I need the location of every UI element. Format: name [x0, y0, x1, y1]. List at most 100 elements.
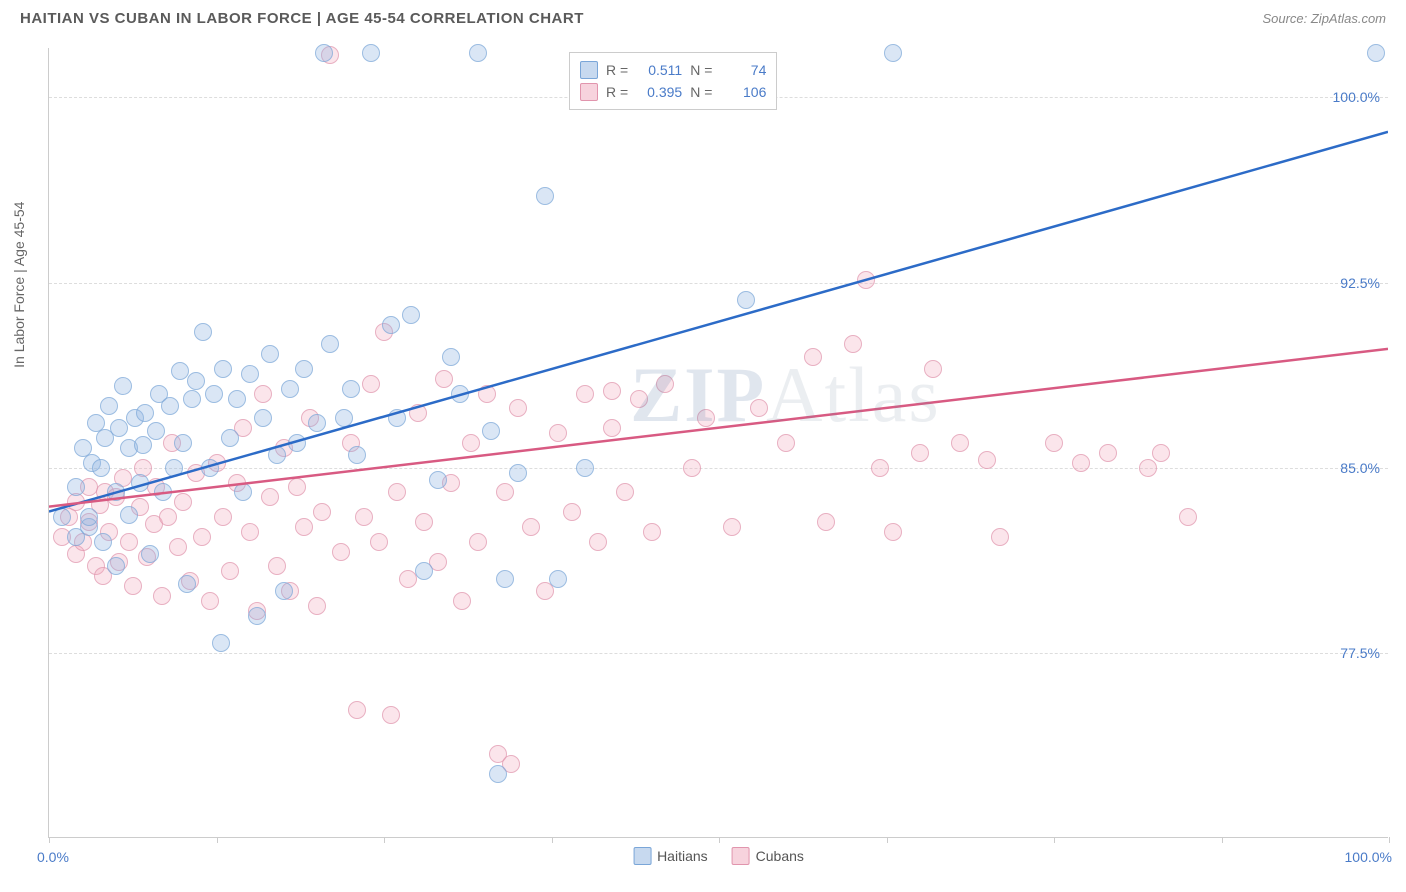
x-tick [1389, 837, 1390, 843]
data-point [777, 434, 795, 452]
r-value-haitians: 0.511 [636, 59, 682, 81]
data-point [187, 372, 205, 390]
data-point [1139, 459, 1157, 477]
legend-swatch-cubans-icon [732, 847, 750, 865]
data-point [435, 370, 453, 388]
data-point [415, 513, 433, 531]
data-point [221, 429, 239, 447]
n-label: N = [690, 59, 712, 81]
data-point [478, 385, 496, 403]
data-point [1179, 508, 1197, 526]
data-point [94, 533, 112, 551]
data-point [100, 397, 118, 415]
data-point [603, 382, 621, 400]
data-point [178, 575, 196, 593]
data-point [469, 44, 487, 62]
data-point [120, 506, 138, 524]
data-point [482, 422, 500, 440]
legend-item-haitians: Haitians [633, 847, 708, 865]
data-point [201, 592, 219, 610]
data-point [871, 459, 889, 477]
data-point [462, 434, 480, 452]
data-point [342, 380, 360, 398]
data-point [268, 557, 286, 575]
data-point [576, 385, 594, 403]
data-point [335, 409, 353, 427]
data-point [857, 271, 875, 289]
data-point [603, 419, 621, 437]
data-point [153, 587, 171, 605]
x-tick [552, 837, 553, 843]
data-point [241, 523, 259, 541]
data-point [576, 459, 594, 477]
data-point [53, 508, 71, 526]
correlation-chart: In Labor Force | Age 45-54 77.5%85.0%92.… [48, 48, 1388, 838]
data-point [248, 607, 266, 625]
y-axis-title: In Labor Force | Age 45-54 [11, 201, 27, 367]
data-point [1072, 454, 1090, 472]
data-point [308, 414, 326, 432]
data-point [214, 360, 232, 378]
r-label: R = [606, 81, 628, 103]
data-point [241, 365, 259, 383]
data-point [147, 422, 165, 440]
data-point [165, 459, 183, 477]
data-point [549, 424, 567, 442]
data-point [911, 444, 929, 462]
data-point [1099, 444, 1117, 462]
data-point [924, 360, 942, 378]
data-point [201, 459, 219, 477]
data-point [549, 570, 567, 588]
data-point [817, 513, 835, 531]
legend-label-haitians: Haitians [657, 848, 708, 864]
data-point [174, 434, 192, 452]
chart-title: HAITIAN VS CUBAN IN LABOR FORCE | AGE 45… [20, 10, 584, 27]
data-point [951, 434, 969, 452]
data-point [429, 471, 447, 489]
correlation-stats-box: R = 0.511 N = 74 R = 0.395 N = 106 [569, 52, 777, 110]
data-point [120, 533, 138, 551]
swatch-cubans-icon [580, 83, 598, 101]
data-point [536, 187, 554, 205]
gridline [49, 468, 1388, 469]
data-point [124, 577, 142, 595]
r-value-cubans: 0.395 [636, 81, 682, 103]
data-point [154, 483, 172, 501]
data-point [221, 562, 239, 580]
data-point [388, 409, 406, 427]
data-point [254, 385, 272, 403]
data-point [268, 446, 286, 464]
data-point [205, 385, 223, 403]
data-point [737, 291, 755, 309]
data-point [174, 493, 192, 511]
trend-line-haitians [49, 132, 1388, 512]
data-point [643, 523, 661, 541]
data-point [295, 518, 313, 536]
data-point [656, 375, 674, 393]
data-point [136, 404, 154, 422]
data-point [415, 562, 433, 580]
y-tick-label: 85.0% [1340, 460, 1380, 476]
data-point [228, 390, 246, 408]
data-point [884, 523, 902, 541]
x-axis-max-label: 100.0% [1345, 849, 1392, 865]
data-point [442, 348, 460, 366]
data-point [194, 323, 212, 341]
data-point [288, 434, 306, 452]
data-point [991, 528, 1009, 546]
x-tick [887, 837, 888, 843]
data-point [308, 597, 326, 615]
watermark-prefix: ZIP [630, 351, 766, 438]
data-point [804, 348, 822, 366]
data-point [295, 360, 313, 378]
n-value-cubans: 106 [720, 81, 766, 103]
data-point [409, 404, 427, 422]
data-point [261, 345, 279, 363]
data-point [161, 397, 179, 415]
data-point [315, 44, 333, 62]
y-tick-label: 77.5% [1340, 645, 1380, 661]
data-point [469, 533, 487, 551]
x-tick [49, 837, 50, 843]
data-point [723, 518, 741, 536]
data-point [402, 306, 420, 324]
